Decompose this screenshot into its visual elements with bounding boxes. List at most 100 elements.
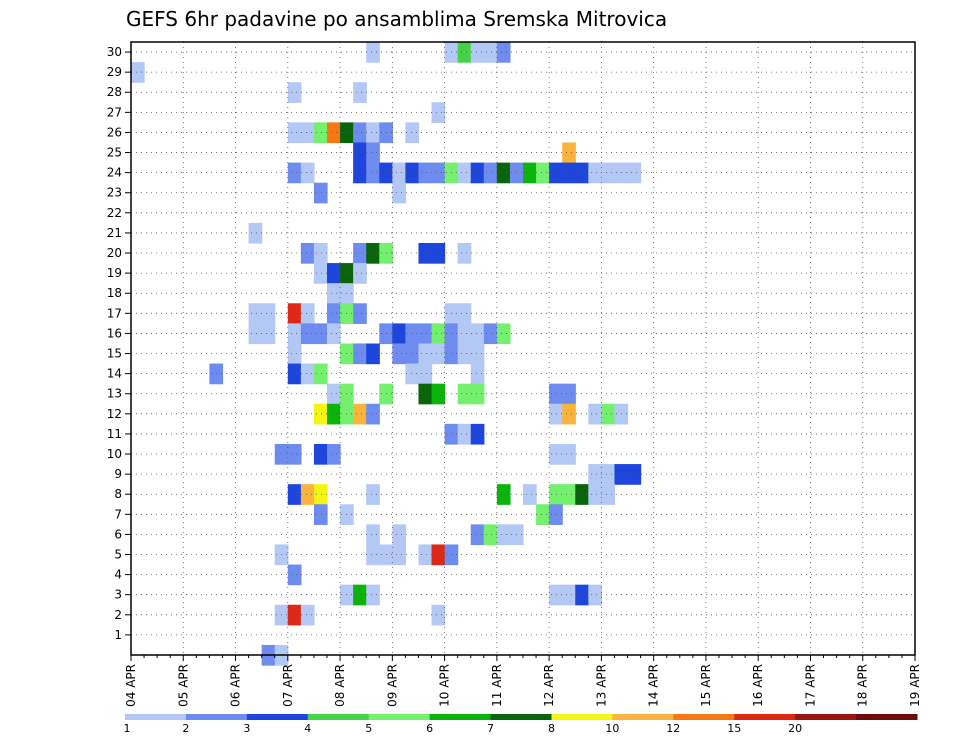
ensemble-cell (418, 323, 433, 345)
ensemble-cell (353, 303, 367, 324)
ensemble-cell (457, 42, 472, 63)
legend-swatch (307, 714, 370, 720)
ensemble-cell (588, 464, 602, 485)
ensemble-cell (327, 122, 341, 144)
ensemble-cell (366, 122, 380, 144)
ensemble-cell (549, 383, 563, 405)
x-tick-label: 16 APR (751, 664, 765, 707)
ensemble-cell (366, 162, 380, 184)
x-tick-label: 19 APR (908, 664, 922, 707)
ensemble-cell (470, 42, 485, 63)
y-tick-label: 8 (114, 487, 122, 501)
ensemble-cell (392, 544, 406, 566)
ensemble-cell (575, 584, 589, 606)
ensemble-cell (353, 403, 367, 425)
ensemble-cell (588, 484, 602, 505)
x-tick-label: 12 APR (542, 664, 556, 707)
plot-frame (130, 41, 916, 656)
ensemble-cell (431, 383, 446, 405)
ensemble-cell (549, 162, 563, 184)
legend-label: 1 (124, 722, 131, 735)
y-tick-label: 16 (107, 326, 122, 340)
y-tick-label: 20 (107, 246, 122, 260)
ensemble-cell (313, 504, 328, 525)
ensemble-cell (366, 343, 380, 365)
ensemble-cell (588, 584, 602, 606)
x-tick-label: 07 APR (281, 664, 295, 707)
ensemble-cell (562, 484, 576, 505)
ensemble-cell (536, 162, 550, 184)
y-tick-label: 1 (114, 628, 122, 642)
x-tick-label: 04 APR (124, 664, 138, 707)
ensemble-cell (392, 323, 406, 345)
y-tick-label: 9 (114, 467, 122, 481)
ensemble-cell (588, 403, 602, 425)
x-tick-label: 05 APR (176, 664, 190, 707)
ensemble-cell (562, 403, 576, 425)
ensemble-cell (405, 323, 420, 345)
ensemble-cell (327, 403, 341, 425)
y-tick-label: 25 (107, 146, 122, 160)
ensemble-cell (496, 524, 511, 546)
ensemble-cell (483, 323, 498, 345)
legend-swatch (185, 714, 248, 720)
ensemble-cell (327, 383, 341, 405)
ensemble-cell (287, 343, 302, 365)
ensemble-cell (366, 403, 380, 425)
ensemble-cell (287, 303, 302, 324)
ensemble-cell (457, 383, 472, 405)
ensemble-cell (287, 82, 302, 103)
ensemble-cell (313, 182, 328, 204)
ensemble-cell (562, 584, 576, 606)
ensemble-cell (353, 122, 367, 144)
ensemble-cell (431, 544, 446, 566)
ensemble-cell (496, 323, 511, 345)
y-tick-label: 7 (114, 507, 122, 521)
x-tick-label: 13 APR (594, 664, 608, 707)
ensemble-cell (353, 82, 367, 103)
ensemble-cell (287, 323, 302, 345)
ensemble-cell (313, 122, 328, 144)
ensemble-cell (248, 323, 263, 345)
ensemble-cell (562, 383, 576, 405)
ensemble-cell (353, 162, 367, 184)
ensemble-cell (470, 524, 485, 546)
legend-swatch (429, 714, 492, 720)
legend-swatch (673, 714, 735, 720)
ensemble-cell (496, 42, 511, 63)
y-tick-label: 14 (107, 367, 122, 381)
legend-swatch (368, 714, 431, 720)
ensemble-cell (353, 584, 367, 606)
y-tick-label: 3 (114, 588, 122, 602)
ensemble-cell (601, 403, 616, 425)
y-tick-label: 21 (107, 226, 122, 240)
ensemble-cell (575, 162, 589, 184)
ensemble-cell (287, 564, 302, 586)
ensemble-cell (313, 443, 328, 465)
ensemble-cell (287, 484, 302, 505)
ensemble-cell (418, 363, 433, 385)
y-tick-label: 15 (107, 347, 122, 361)
ensemble-cell (483, 162, 498, 184)
ensemble-cell (366, 484, 380, 505)
ensemble-cell (470, 423, 485, 445)
legend-swatch (795, 714, 857, 720)
ensemble-cell (327, 263, 341, 284)
ensemble-cell (248, 222, 263, 244)
ensemble-cell (392, 524, 406, 546)
ensemble-cell (601, 484, 616, 505)
ensemble-cell (601, 162, 616, 184)
x-axis-ticks: 04 APR 05 APR 06 APR 07 APR 08 APR 09 APR 10 A… (124, 655, 922, 707)
ensemble-cell (418, 162, 433, 184)
legend-label: 8 (548, 722, 555, 735)
legend-label: 6 (426, 722, 433, 735)
ensemble-cell (392, 182, 406, 204)
ensemble-cell (496, 484, 511, 505)
ensemble-cell (366, 524, 380, 546)
ensemble-cell (549, 403, 563, 425)
legend-label: 2 (182, 722, 189, 735)
ensemble-cell (261, 303, 276, 324)
ensemble-cell (248, 303, 263, 324)
ensemble-cell (313, 263, 328, 284)
